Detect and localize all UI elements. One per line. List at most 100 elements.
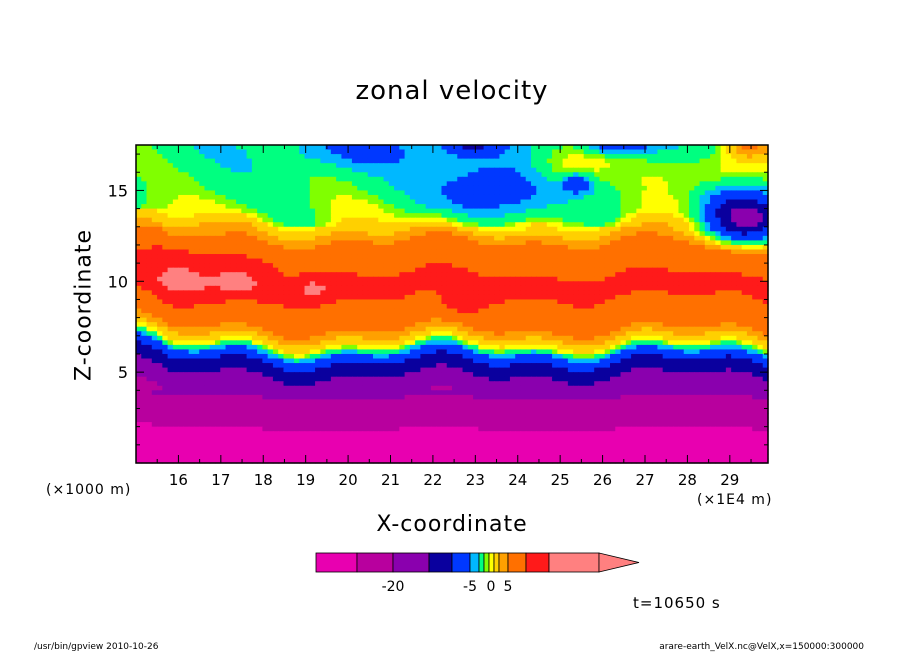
field-cell: [394, 272, 400, 278]
field-cell: [383, 181, 390, 187]
field-cell: [720, 145, 727, 151]
field-cell: [172, 145, 179, 151]
field-cell: [251, 258, 258, 264]
field-cell: [209, 267, 216, 273]
field-cell: [704, 204, 711, 210]
field-cell: [652, 158, 658, 164]
field-cell: [230, 281, 237, 287]
field-cell: [136, 249, 142, 255]
field-cell: [504, 317, 511, 323]
field-cell: [336, 208, 342, 214]
field-cell: [488, 272, 495, 278]
field-cell: [309, 222, 316, 228]
field-cell: [357, 190, 364, 196]
field-cell: [236, 276, 242, 282]
field-cell: [373, 304, 379, 310]
field-cell: [162, 149, 169, 155]
field-cell: [167, 199, 174, 205]
field-cell: [588, 145, 595, 151]
field-cell: [141, 190, 148, 196]
field-cell: [725, 172, 732, 178]
field-cell: [436, 235, 443, 241]
field-cell: [452, 313, 458, 319]
field-cell: [251, 249, 258, 255]
field-cell: [667, 263, 674, 269]
field-cell: [494, 258, 500, 264]
field-cell: [236, 163, 242, 169]
field-cell: [515, 199, 522, 205]
field-cell: [394, 204, 400, 210]
field-cell: [483, 154, 490, 160]
field-cell: [467, 199, 474, 205]
field-cell: [515, 272, 522, 278]
field-cell: [562, 304, 569, 310]
field-cell: [320, 313, 327, 319]
field-cell: [467, 294, 474, 301]
field-cell: [583, 145, 590, 151]
field-cell: [594, 317, 601, 323]
field-cell: [636, 176, 643, 182]
field-cell: [262, 258, 269, 264]
field-cell: [399, 235, 406, 241]
field-cell: [552, 222, 558, 228]
field-cell: [715, 181, 722, 187]
field-cell: [657, 167, 664, 173]
field-cell: [452, 244, 458, 251]
field-cell: [473, 281, 479, 287]
field-cell: [652, 226, 658, 232]
field-cell: [746, 263, 753, 269]
field-cell: [420, 185, 427, 192]
field-cell: [341, 249, 348, 255]
field-cell: [278, 213, 285, 219]
field-cell: [499, 249, 506, 255]
field-cell: [294, 235, 300, 241]
field-cell: [741, 226, 748, 232]
field-cell: [157, 204, 163, 210]
field-cell: [294, 244, 300, 251]
field-cell: [762, 172, 769, 178]
field-cell: [483, 158, 490, 164]
field-cell: [615, 181, 622, 187]
field-cell: [636, 194, 643, 201]
field-cell: [509, 158, 516, 164]
field-cell: [452, 185, 458, 192]
field-cell: [446, 240, 453, 246]
field-cell: [599, 235, 606, 241]
field-cell: [578, 313, 585, 319]
field-cell: [241, 249, 248, 255]
field-cell: [141, 167, 148, 173]
field-cell: [720, 285, 727, 291]
field-cell: [473, 204, 479, 210]
field-cell: [646, 322, 653, 328]
field-cell: [320, 254, 327, 260]
field-cell: [478, 308, 485, 314]
field-cell: [404, 167, 411, 173]
field-cell: [330, 322, 337, 328]
field-cell: [209, 254, 216, 260]
field-cell: [441, 204, 448, 210]
field-cell: [446, 317, 453, 323]
field-cell: [436, 290, 443, 296]
field-cell: [188, 190, 195, 196]
field-cell: [541, 299, 548, 305]
field-cell: [536, 254, 543, 260]
field-cell: [330, 158, 337, 164]
field-cell: [404, 331, 411, 337]
field-cell: [694, 199, 701, 205]
field-cell: [546, 322, 553, 328]
field-cell: [573, 154, 579, 160]
field-cell: [336, 158, 342, 164]
field-cell: [388, 176, 395, 182]
field-cell: [162, 217, 169, 223]
field-cell: [441, 294, 448, 301]
field-cell: [746, 313, 753, 319]
field-cell: [330, 222, 337, 228]
field-cell: [183, 276, 190, 282]
field-cell: [457, 294, 464, 301]
field-cell: [462, 240, 469, 246]
field-cell: [262, 199, 269, 205]
field-cell: [604, 149, 611, 155]
field-cell: [694, 272, 701, 278]
field-cell: [662, 172, 669, 178]
field-cell: [678, 226, 685, 232]
